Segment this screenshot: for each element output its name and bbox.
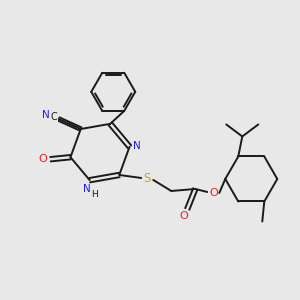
Text: O: O (209, 188, 218, 198)
Text: O: O (38, 154, 47, 164)
Text: N: N (133, 141, 140, 151)
Text: C: C (50, 112, 57, 122)
Text: N: N (83, 184, 91, 194)
Text: H: H (92, 190, 98, 199)
Text: O: O (179, 211, 188, 221)
Text: N: N (42, 110, 50, 120)
Text: S: S (144, 172, 151, 185)
